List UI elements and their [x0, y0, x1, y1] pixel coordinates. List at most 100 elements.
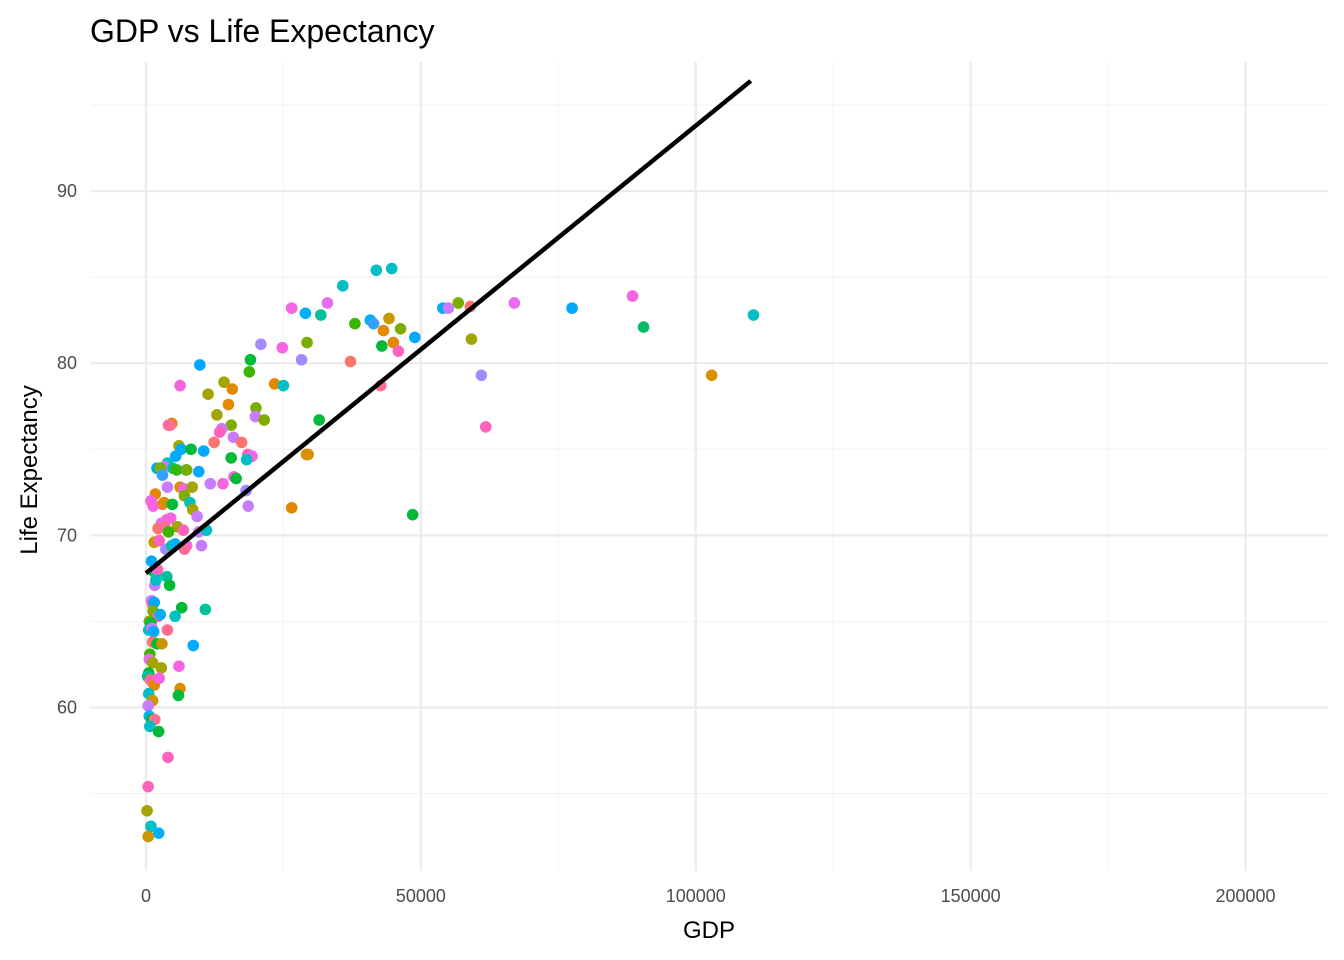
data-point: [156, 469, 169, 481]
trend-line: [144, 79, 753, 575]
data-point: [161, 624, 174, 636]
data-point: [199, 603, 212, 616]
data-point: [147, 625, 160, 638]
data-point: [276, 341, 289, 354]
data-point: [191, 510, 203, 523]
data-point: [164, 512, 177, 524]
data-point: [152, 725, 165, 738]
data-point: [285, 302, 298, 314]
data-point: [148, 596, 161, 609]
data-point: [377, 324, 390, 337]
data-point: [222, 398, 235, 411]
data-point: [230, 472, 242, 485]
data-point: [566, 302, 578, 314]
data-point: [747, 309, 760, 321]
x-tick-label: 150000: [941, 886, 1001, 906]
data-point: [475, 369, 488, 382]
data-point: [249, 410, 262, 423]
data-point: [302, 448, 314, 461]
data-point: [195, 539, 208, 552]
data-point: [155, 662, 168, 674]
y-axis-title: Life Expectancy: [16, 385, 43, 554]
data-point: [152, 827, 165, 839]
data-point: [370, 264, 383, 277]
data-point: [142, 830, 154, 843]
data-point: [218, 376, 230, 388]
data-point: [208, 436, 220, 449]
data-point: [154, 608, 167, 621]
data-point: [211, 409, 223, 421]
data-point: [153, 672, 165, 685]
data-point: [202, 388, 214, 401]
data-point: [197, 445, 210, 457]
data-point: [185, 443, 197, 456]
chart-title: GDP vs Life Expectancy: [90, 13, 434, 49]
data-point: [385, 262, 398, 275]
data-point: [235, 436, 248, 449]
data-point: [144, 720, 156, 733]
data-point: [387, 336, 400, 349]
data-point: [299, 307, 312, 320]
data-point: [336, 279, 349, 292]
data-point: [169, 450, 182, 462]
tick-labels: 0 50000 100000 150000 200000 60 70 80 90: [57, 181, 1276, 906]
data-point: [145, 820, 157, 833]
data-point: [250, 402, 262, 414]
data-point: [204, 477, 217, 490]
data-point: [349, 317, 361, 330]
data-point: [161, 481, 174, 493]
data-point: [147, 500, 159, 512]
data-point: [268, 378, 281, 390]
data-point: [705, 369, 718, 382]
data-point: [406, 508, 419, 521]
data-point: [142, 699, 154, 712]
data-point: [301, 336, 313, 349]
data-point: [258, 414, 270, 426]
data-point: [186, 481, 198, 493]
x-tick-label: 0: [141, 886, 151, 906]
data-point: [146, 656, 159, 669]
data-point: [479, 421, 492, 433]
data-point: [313, 414, 325, 426]
data-point: [153, 534, 165, 547]
data-point: [295, 353, 308, 366]
data-point: [240, 453, 253, 466]
data-point: [225, 452, 237, 464]
data-point: [277, 379, 290, 392]
data-point: [227, 431, 240, 444]
data-point: [242, 500, 255, 512]
x-tick-label: 200000: [1215, 886, 1275, 906]
data-point: [177, 524, 190, 536]
trend-line-group: [144, 79, 753, 575]
y-tick-label: 70: [57, 525, 77, 545]
data-point: [243, 366, 256, 378]
data-point: [150, 574, 162, 586]
data-point: [626, 290, 639, 302]
data-point: [166, 498, 179, 511]
data-point: [452, 297, 465, 309]
data-point: [194, 359, 206, 371]
data-point: [170, 464, 183, 476]
data-point: [172, 689, 185, 702]
data-point: [508, 297, 521, 309]
data-point: [156, 637, 168, 650]
y-tick-label: 90: [57, 181, 77, 201]
data-point: [255, 338, 267, 351]
data-point: [367, 317, 380, 330]
data-point: [162, 526, 175, 538]
data-point: [175, 601, 188, 614]
data-point: [192, 465, 205, 478]
data-point: [164, 419, 176, 431]
data-point: [442, 302, 455, 314]
data-point: [376, 340, 388, 352]
x-tick-label: 50000: [396, 886, 446, 906]
data-point: [465, 333, 478, 345]
y-tick-label: 80: [57, 353, 77, 373]
data-point: [226, 383, 239, 395]
x-tick-label: 100000: [666, 886, 726, 906]
data-point: [169, 610, 181, 623]
x-axis-title: GDP: [683, 917, 735, 944]
data-point: [174, 379, 186, 392]
